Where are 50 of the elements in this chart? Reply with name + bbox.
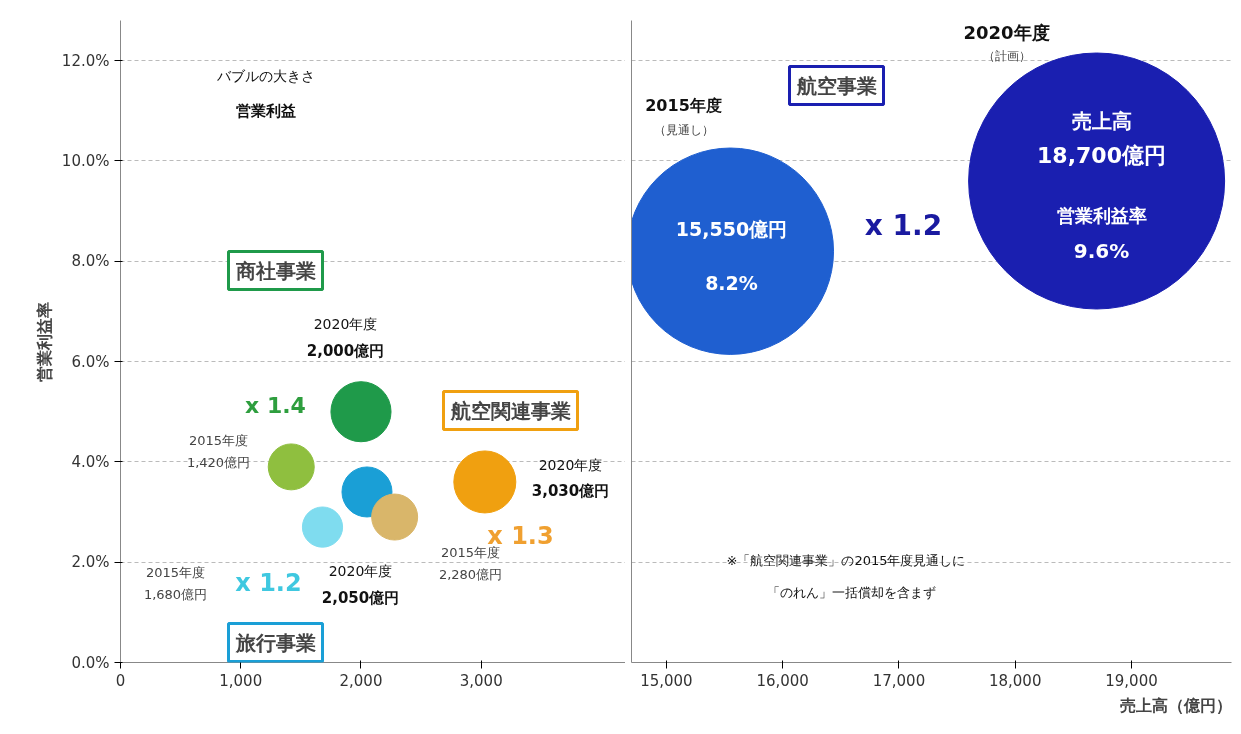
text: 航空事業	[795, 73, 877, 98]
x-tick-label: 17,000	[872, 671, 926, 690]
annotation: 2015年度	[188, 433, 249, 448]
annotation: 2020年度	[963, 22, 1050, 43]
annotation: 1,680億円	[143, 587, 208, 602]
x-tick-label: 1,000	[219, 671, 263, 690]
annotation: 2020年度	[538, 456, 603, 473]
annotation: 営業利益率	[1056, 205, 1147, 226]
y-tick-label: 4.0%	[71, 452, 110, 471]
text: 旅行事業	[234, 630, 316, 655]
annotation: 売上高	[1071, 108, 1132, 133]
x-tick-label: 18,000	[988, 671, 1042, 690]
y-tick-label: 10.0%	[61, 151, 110, 170]
x-tick-label: 16,000	[756, 671, 809, 690]
annotation: 15,550億円	[675, 217, 788, 240]
annotation: x 1.2	[864, 209, 943, 242]
series-label: 航空関連事業	[449, 398, 571, 423]
annotation: （計画）	[982, 48, 1031, 63]
annotation: 2020年度	[328, 562, 393, 579]
x-tick-label: 3,000	[459, 671, 503, 690]
annotation: 18,700億円	[1037, 143, 1166, 168]
annotation: （見通し）	[653, 122, 714, 137]
y-tick-label: 2.0%	[71, 553, 110, 572]
annotation: 2,050億円	[321, 588, 400, 607]
x-axis-title: 売上高（億円）	[1119, 695, 1232, 715]
annotation: ※「航空関連事業」の2015年度見通しに	[726, 553, 966, 568]
x-tick-label: 2,000	[339, 671, 383, 690]
y-tick-label: 6.0%	[71, 352, 110, 371]
annotation: 3,030億円	[531, 481, 610, 500]
annotation: 2,000億円	[306, 341, 385, 360]
y-axis-title: 営業利益率	[34, 301, 54, 382]
x-tick-label: 15,000	[640, 671, 693, 690]
text: 商社事業	[234, 258, 316, 283]
annotation: x 1.4	[245, 393, 306, 418]
annotation: 「のれん」一括償却を含まず	[766, 585, 936, 600]
annotation: 1,420億円	[186, 455, 251, 470]
annotation: 2020年度	[313, 315, 378, 332]
annotation: 8.2%	[705, 271, 758, 294]
annotation: x 1.2	[235, 568, 302, 597]
annotation: 9.6%	[1073, 238, 1130, 263]
x-tick-label: 0	[115, 671, 126, 690]
y-tick-label: 8.0%	[71, 252, 110, 271]
annotation: 2015年度	[645, 96, 722, 115]
annotation: 営業利益	[235, 101, 296, 120]
x-tick-label: 19,000	[1105, 671, 1158, 690]
y-tick-label: 12.0%	[61, 51, 110, 70]
y-tick-label: 0.0%	[71, 653, 110, 672]
annotation: バブルの大きさ	[215, 67, 315, 84]
annotation: 2015年度	[145, 565, 206, 580]
annotation: 2,280億円	[438, 567, 503, 582]
